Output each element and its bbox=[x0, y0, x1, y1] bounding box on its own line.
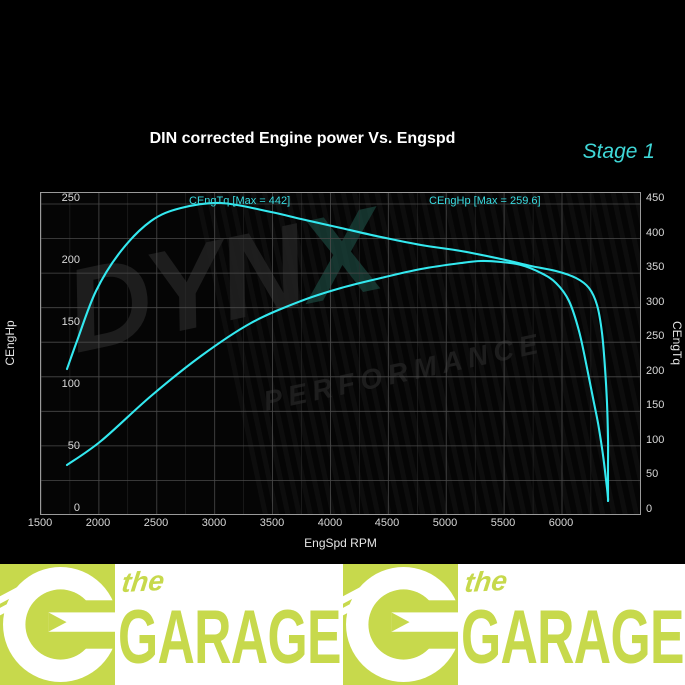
svg-text:DYN: DYN bbox=[54, 199, 320, 379]
